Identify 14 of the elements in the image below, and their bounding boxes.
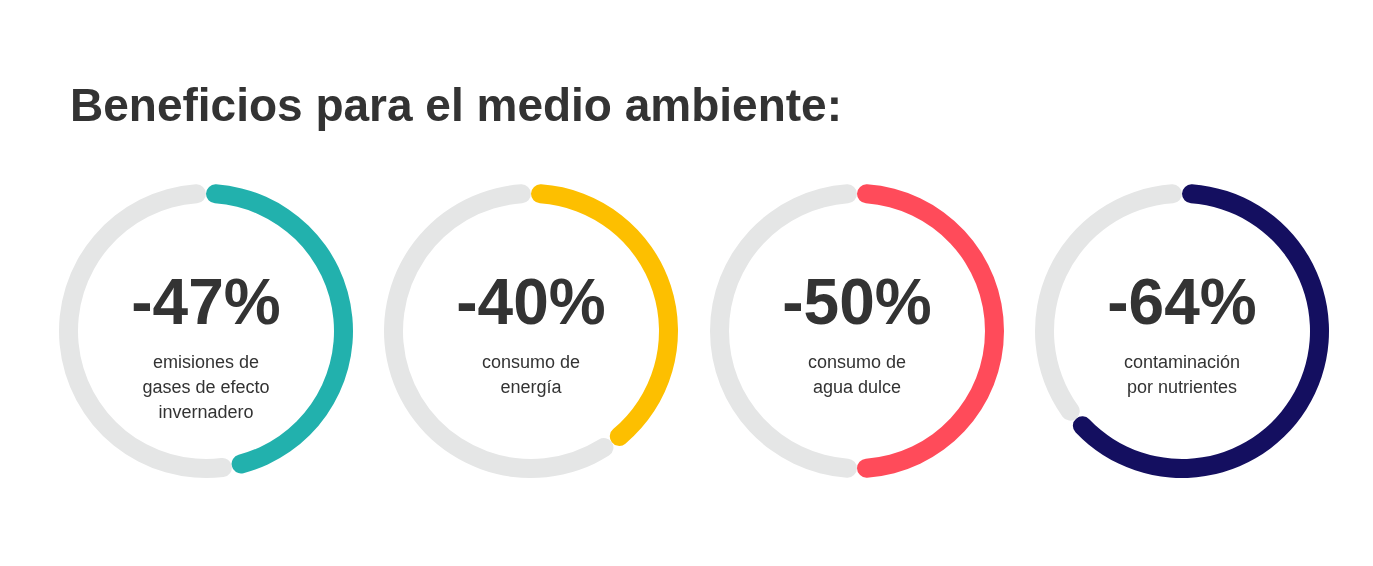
text: -50% — [782, 266, 932, 338]
text: contaminación — [1123, 351, 1241, 374]
text: invernadero — [158, 401, 254, 424]
text: -47% — [131, 266, 281, 338]
text: gases de efecto — [142, 376, 270, 399]
text: energía — [500, 376, 562, 399]
text: -40% — [456, 266, 606, 338]
text: consumo de — [481, 351, 581, 374]
text: por nutrientes — [1126, 376, 1238, 399]
text: consumo de — [807, 351, 907, 374]
text: Beneficios para el medio ambiente: — [70, 78, 843, 132]
text: -64% — [1107, 266, 1257, 338]
text: agua dulce — [812, 376, 902, 399]
text: emisiones de — [152, 351, 260, 374]
